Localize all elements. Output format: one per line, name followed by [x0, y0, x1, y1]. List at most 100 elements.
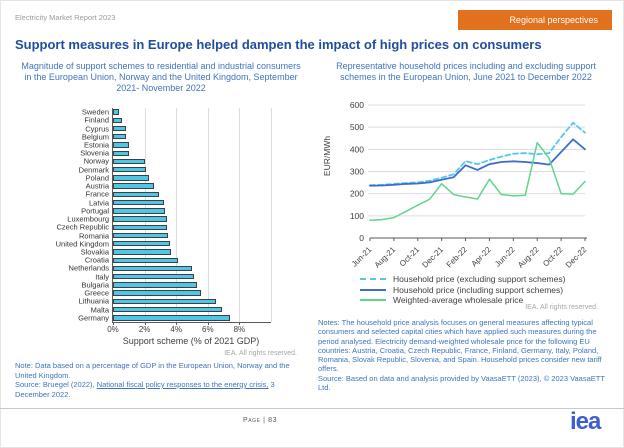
bar-axis-tick: [113, 322, 114, 325]
bar: [113, 249, 172, 255]
bar-label: Cyprus: [85, 124, 109, 134]
left-chart-title: Magnitude of support schemes to resident…: [21, 61, 301, 93]
bar-row: Norway: [84, 157, 271, 166]
iea-rights-right: IEA. All rights reserved.: [525, 304, 598, 311]
series-line-0: [369, 121, 586, 187]
right-chart-section: Representative household prices includin…: [318, 61, 614, 392]
bar: [113, 208, 166, 214]
bar: [113, 298, 216, 305]
bar-label: Croatia: [84, 255, 109, 265]
bar-label: Malta: [90, 305, 109, 315]
bar: [113, 216, 167, 222]
bar-label: Denmark: [78, 165, 109, 175]
legend-dashed-line-swatch: [360, 278, 386, 281]
bar-label: Germany: [78, 313, 109, 323]
bar-row: Belgium: [82, 132, 271, 141]
bar-row: Germany: [78, 313, 271, 322]
bar-label: Poland: [85, 173, 109, 183]
bar: [113, 282, 197, 288]
iea-logo: iea: [570, 408, 601, 435]
x-tick-label: Aug-21: [373, 245, 398, 270]
bar-label: Sweden: [81, 107, 109, 117]
bar-gridline: [271, 108, 272, 322]
bar-label: Czech Republic: [56, 222, 109, 232]
bar-row: Cyprus: [85, 124, 271, 133]
x-tick-label: Jun-22: [493, 245, 517, 269]
series-line-2: [369, 141, 586, 222]
source-hyperlink[interactable]: National fiscal policy responses to the …: [96, 380, 269, 389]
bar-axis-tick: [176, 322, 178, 325]
bar-gridline: [207, 108, 209, 322]
bar: [113, 175, 150, 181]
left-source-suffix: 3 December 2022.: [15, 380, 275, 399]
bar: [113, 158, 145, 165]
page-title: Support measures in Europe helped dampen…: [15, 37, 542, 52]
bar-row: United Kingdom: [56, 239, 271, 248]
left-chart-section: Magnitude of support schemes to resident…: [15, 61, 307, 399]
y-tick-label: 300: [350, 167, 364, 177]
y-tick-label: 500: [350, 122, 364, 132]
bar-axis-tick: [207, 322, 209, 325]
bar-label: Luxembourg: [67, 214, 109, 224]
bar-row: Slovenia: [80, 149, 271, 158]
bar-row: Estonia: [84, 141, 271, 150]
bar-axis-tick: [239, 322, 241, 325]
bar-label: Romania: [78, 231, 109, 241]
right-chart-title: Representative household prices includin…: [336, 61, 596, 82]
bar-label: United Kingdom: [55, 239, 109, 249]
bar: [113, 134, 126, 140]
bar: [113, 290, 202, 296]
y-tick-label: 400: [350, 144, 364, 154]
bar-row: Portugal: [81, 206, 271, 215]
bar-label: France: [85, 189, 109, 199]
bar-row: France: [86, 190, 271, 199]
bar: [113, 125, 126, 132]
legend-line-swatch: [360, 299, 386, 302]
bar-label: Italy: [95, 272, 109, 282]
y-axis-title: EUR/MWh: [322, 136, 332, 176]
page-number: Page | 83: [242, 417, 278, 424]
left-note: Note: Data based on a percentage of GDP …: [15, 361, 290, 380]
x-tick-label: Feb-22: [445, 245, 470, 270]
right-source: Source: Based on data and analysis provi…: [318, 374, 605, 393]
bar: [113, 224, 167, 230]
bar-row: Czech Republic: [56, 223, 271, 232]
bar: [113, 306, 223, 313]
legend-line-swatch: [360, 288, 386, 291]
bar: [113, 265, 192, 272]
x-tick-label: Dec-21: [420, 245, 445, 270]
bar-label: Latvia: [88, 198, 109, 208]
x-tick-label: Oct-21: [398, 245, 422, 269]
legend-item: Household price (excluding support schem…: [360, 274, 565, 285]
legend-label: Household price (including support schem…: [393, 284, 564, 295]
legend-label: Weighted-average wholesale price: [393, 295, 524, 306]
right-notes: Notes: The household price analysis focu…: [318, 318, 602, 374]
bar-label: Estonia: [83, 140, 109, 150]
bar-row: Finland: [84, 116, 271, 125]
bar: [113, 142, 129, 148]
bar-row: Netherlands: [69, 264, 271, 273]
left-source-prefix: Source: Bruegel (2022),: [15, 380, 97, 389]
bar-row: Croatia: [85, 256, 271, 265]
legend-item: Weighted-average wholesale price: [360, 295, 565, 306]
bar-label: Belgium: [81, 132, 109, 142]
bar-label: Netherlands: [68, 263, 109, 273]
bar-row: Poland: [86, 173, 271, 182]
bar-row: Denmark: [79, 165, 271, 174]
bar-axis-tick-label: 8%: [233, 325, 246, 334]
bar-axis-tick-label: 0%: [107, 325, 119, 334]
bar-row: Italy: [95, 272, 271, 281]
bar-label: Finland: [84, 115, 109, 125]
bar-row: Luxembourg: [67, 215, 271, 224]
iea-rights-left: IEA. All rights reserved.: [224, 350, 297, 357]
bar: [113, 199, 164, 206]
bar-row: Slovakia: [81, 248, 271, 257]
bar-x-axis-title: Support scheme (% of 2021 GDP): [122, 336, 260, 346]
bar-row: Austria: [86, 182, 271, 191]
bar-label: Portugal: [81, 206, 109, 216]
x-tick-label: Aug-22: [516, 245, 541, 270]
bar-label: Greece: [84, 288, 109, 298]
bar-axis-tick-label: 2%: [138, 325, 151, 334]
bar-row: Malta: [91, 305, 271, 314]
